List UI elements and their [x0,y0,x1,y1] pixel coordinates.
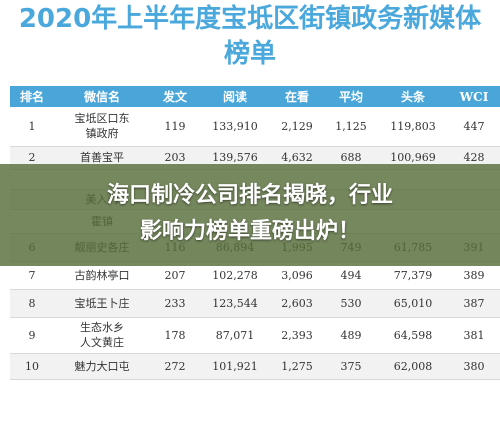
cell-posts: 119 [150,107,200,147]
column-header: 在看 [270,86,324,107]
cell-wci: 380 [448,353,500,380]
cell-watching: 2,393 [270,317,324,354]
cell-reads: 133,910 [200,107,270,147]
cell-reads: 123,544 [200,289,270,318]
cell-name: 宝坻王卜庄 [54,289,150,318]
name-line-2: 人文黄庄 [80,336,124,349]
cell-headline: 119,803 [378,107,448,147]
cell-watching: 2,129 [270,107,324,147]
name-line-2: 镇政府 [85,127,119,141]
overlay-banner [0,164,500,266]
title-line-2: 榜单 [223,39,276,69]
column-header: 阅读 [200,86,270,107]
cell-headline: 65,010 [378,289,448,318]
table-row: 2 首善宝平 203 139,576 4,632 688 100,969 428 [10,146,500,170]
cell-watching: 1,275 [270,353,324,380]
cell-watching: 2,603 [270,289,324,318]
table-row: 10 魅力大口屯 272 101,921 1,275 375 62,008 380 [10,353,500,380]
name-line-1: 宝坻王卜庄 [74,296,130,310]
page-title: 2020年上半年度宝坻区街镇政务新媒体 榜单 [0,2,500,72]
cell-watching: 4,632 [270,146,324,170]
cell-rank: 2 [10,146,54,170]
column-header: WCI [448,86,500,107]
table-row: 1 宝坻区口东 镇政府 119 133,910 2,129 1,125 119,803 447 [10,107,500,147]
column-header: 排名 [10,86,54,107]
cell-rank: 8 [10,289,54,318]
cell-name: 魅力大口屯 [54,353,150,380]
cell-avg: 688 [324,146,378,170]
cell-headline: 62,008 [378,353,448,380]
column-header: 微信名 [54,86,150,107]
name-line-1: 生态水乡 [80,321,124,334]
cell-wci: 447 [448,107,500,147]
cell-reads: 101,921 [200,353,270,380]
column-header: 发文 [150,86,200,107]
overlay-line-1: 海口制冷公司排名揭晓，行业 [106,183,393,208]
table-header-row: 排名 微信名 发文 阅读 在看 平均 头条 WCI [10,86,500,107]
column-header: 头条 [378,86,448,107]
overlay-headline[interactable]: 海口制冷公司排名揭晓，行业 影响力榜单重磅出炉！ [0,178,500,250]
cell-reads: 139,576 [200,146,270,170]
cell-avg: 1,125 [324,107,378,147]
table-row: 9 生态水乡 人文黄庄 178 87,071 2,393 489 64,598 381 [10,317,500,354]
cell-posts: 272 [150,353,200,380]
cell-wci: 387 [448,289,500,318]
name-line-1: 宝坻区口东 [74,112,130,126]
cell-wci: 428 [448,146,500,170]
name-line-1: 首善宝平 [80,151,124,164]
table-row: 8 宝坻王卜庄 233 123,544 2,603 530 65,010 387 [10,289,500,318]
cell-posts: 178 [150,317,200,354]
cell-rank: 9 [10,317,54,354]
cell-headline: 64,598 [378,317,448,354]
cell-name: 宝坻区口东 镇政府 [54,107,150,147]
cell-rank: 1 [10,107,54,147]
cell-name: 首善宝平 [54,146,150,170]
cell-posts: 203 [150,146,200,170]
overlay-line-2: 影响力榜单重磅出炉！ [139,219,360,244]
cell-rank: 10 [10,353,54,380]
cell-wci: 381 [448,317,500,354]
cell-avg: 530 [324,289,378,318]
cell-name: 生态水乡 人文黄庄 [54,317,150,354]
column-header: 平均 [324,86,378,107]
cell-avg: 489 [324,317,378,354]
name-line-1: 古韵林亭口 [74,268,130,282]
cell-avg: 375 [324,353,378,380]
name-line-1: 魅力大口屯 [74,359,130,373]
title-line-1: 2020年上半年度宝坻区街镇政务新媒体 [18,4,482,34]
cell-reads: 87,071 [200,317,270,354]
cell-posts: 233 [150,289,200,318]
